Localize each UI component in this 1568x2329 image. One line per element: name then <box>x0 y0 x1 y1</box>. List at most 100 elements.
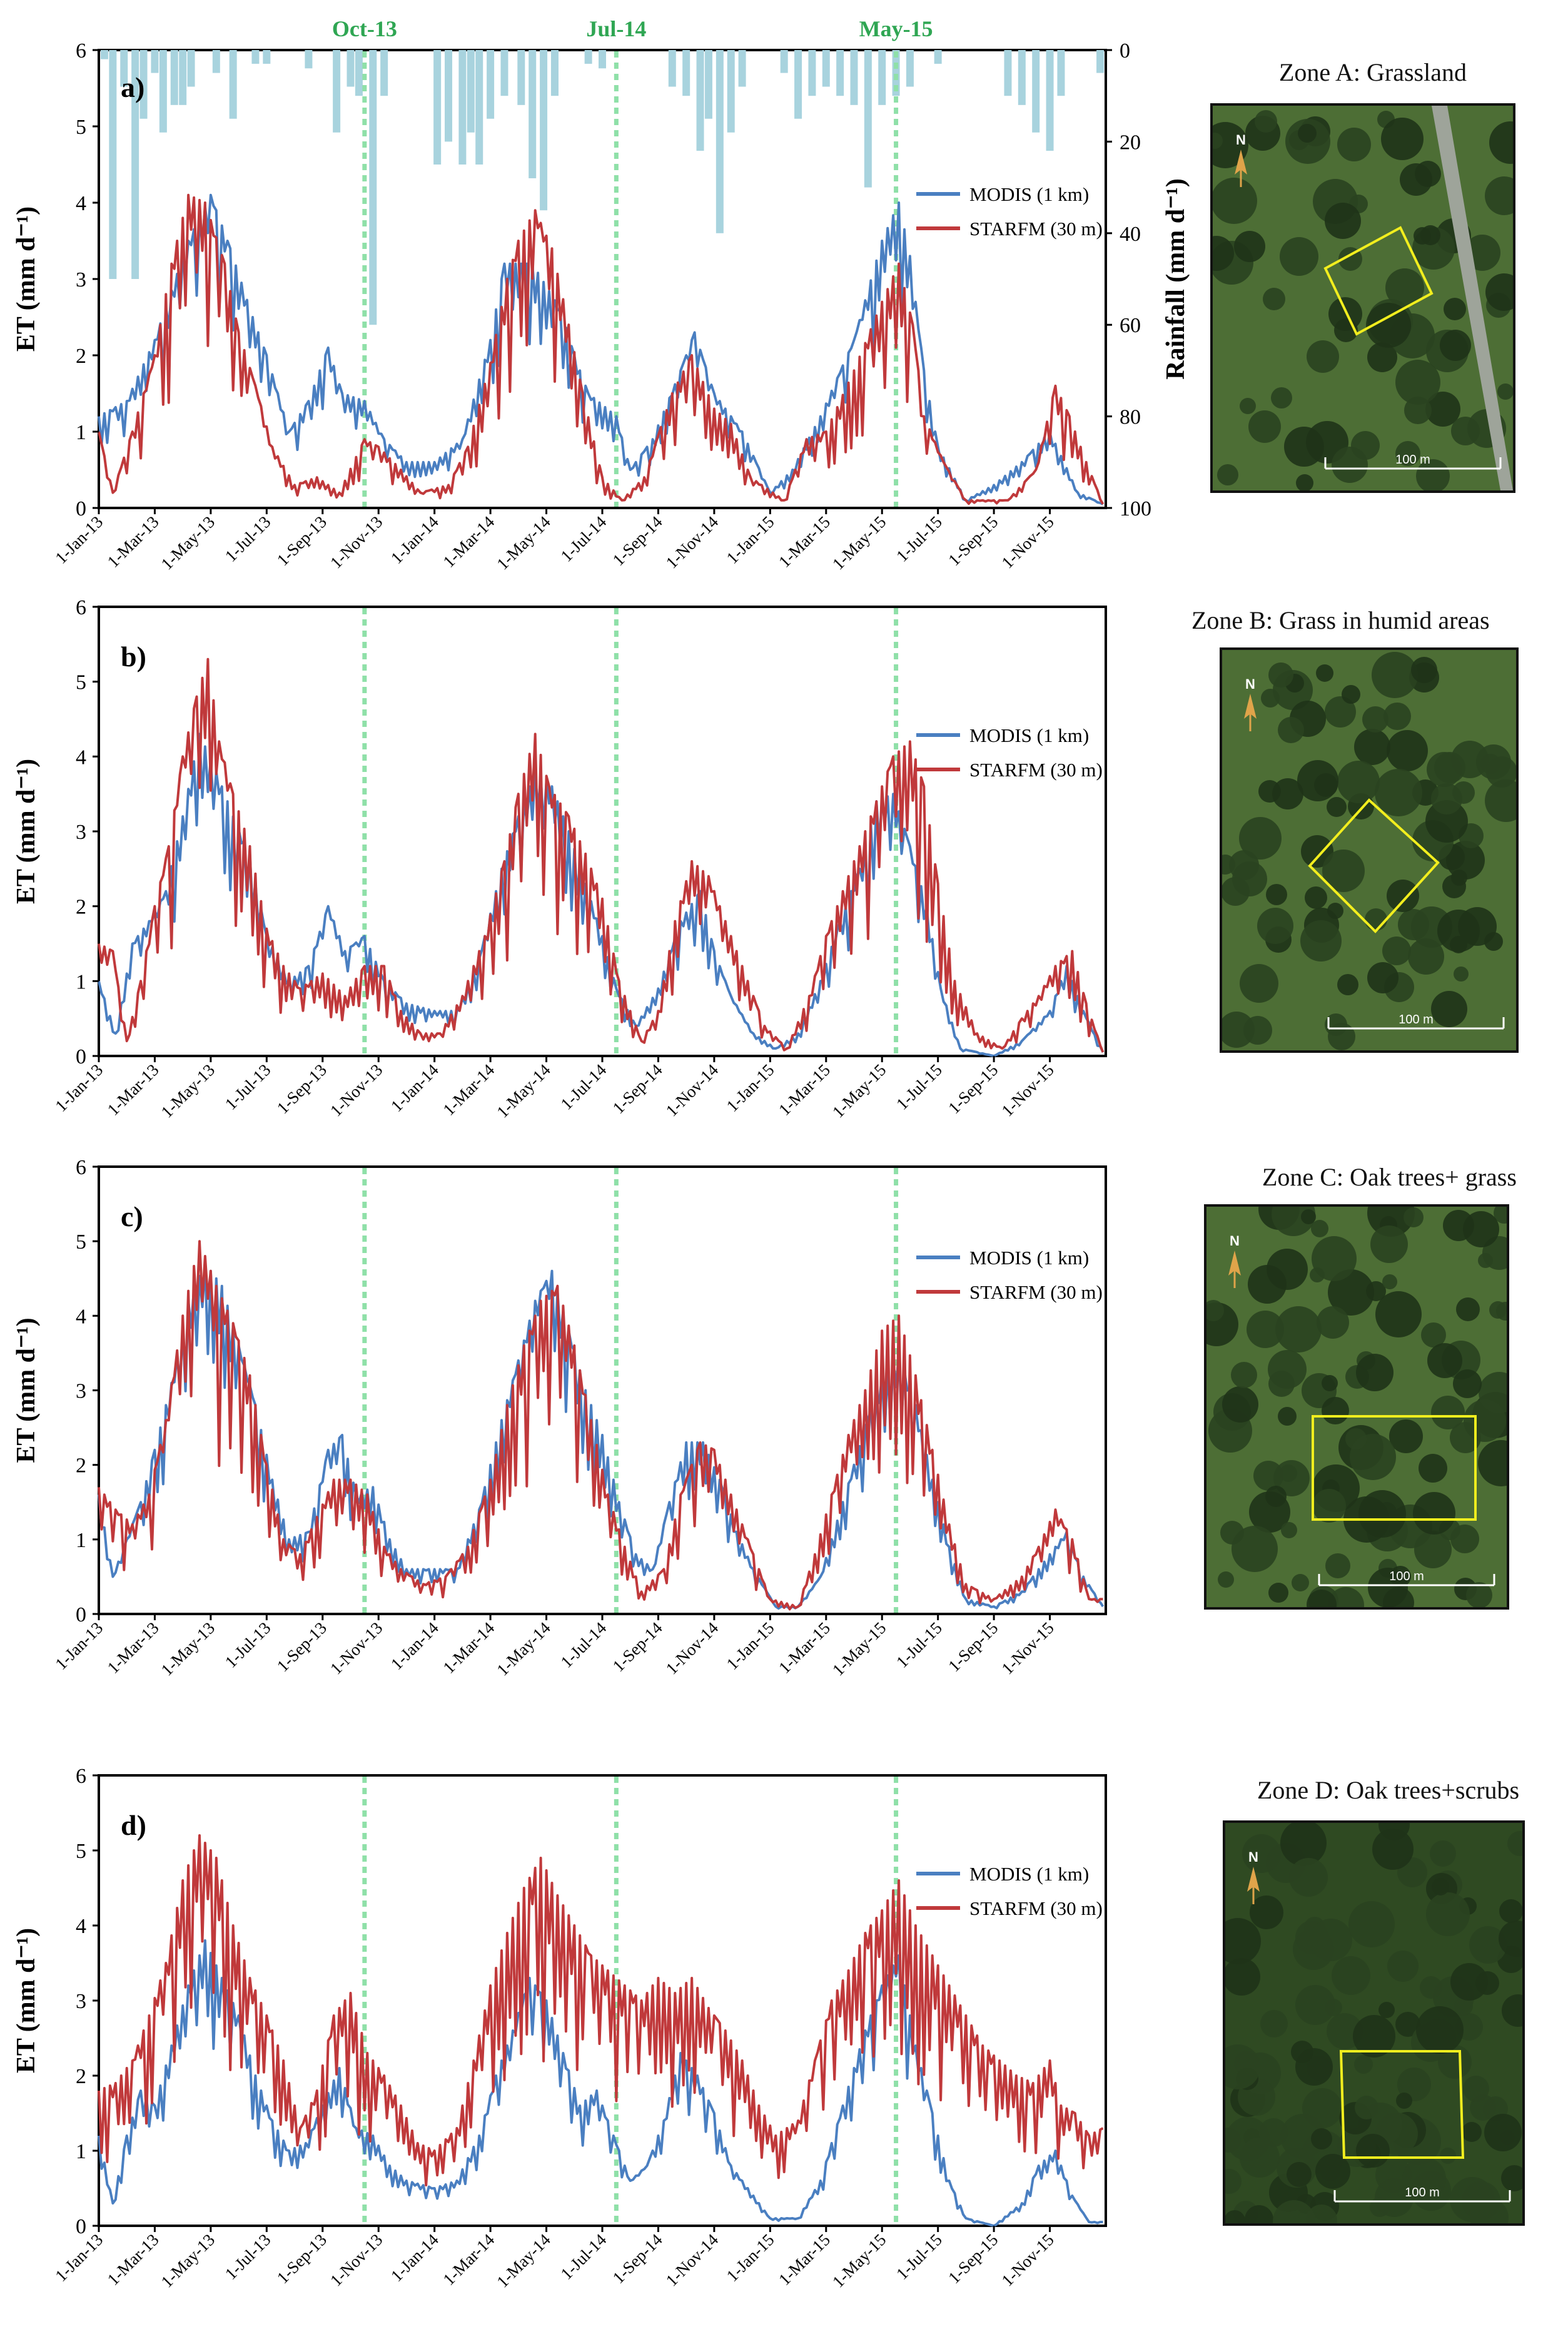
tree-canopy <box>1213 133 1223 149</box>
scale-bar: 100 m <box>1324 453 1502 470</box>
starfm-series-line <box>98 193 1105 505</box>
x-tick-label: 1-Jul-14 <box>557 1618 610 1672</box>
tree-canopy <box>1297 760 1338 801</box>
x-tick-label: 1-May-15 <box>829 2230 890 2291</box>
tree-canopy <box>1365 908 1387 931</box>
tree-canopy <box>1306 2205 1337 2223</box>
x-tick-label: 1-Nov-15 <box>998 2230 1057 2290</box>
tree-canopy <box>1362 706 1388 733</box>
north-label: N <box>1236 132 1246 148</box>
tree-canopy <box>1453 1369 1482 1398</box>
tree-canopy <box>1280 1464 1297 1482</box>
tree-canopy <box>1300 920 1342 962</box>
tree-canopy <box>1206 1300 1224 1321</box>
y-tick-label: 0 <box>76 2215 86 2238</box>
tree-canopy <box>1494 1207 1507 1224</box>
y-tick-label: 6 <box>76 1765 86 1788</box>
x-tick-label: 1-Mar-13 <box>104 512 163 571</box>
tree-canopy <box>1268 1350 1307 1389</box>
tree-canopy <box>1278 1407 1297 1426</box>
tree-canopy <box>1342 685 1360 704</box>
rainfall-bar <box>716 50 724 233</box>
x-tick-label: 1-Nov-15 <box>998 512 1057 572</box>
tree-canopy <box>1345 1428 1367 1449</box>
x-tick-label: 1-Nov-14 <box>662 512 722 572</box>
tree-canopy <box>1387 1951 1419 1982</box>
rainfall-bar <box>892 50 900 96</box>
x-tick-label: 1-Nov-13 <box>326 1060 386 1120</box>
tree-canopy <box>1239 817 1282 860</box>
tree-canopy <box>1456 1297 1480 1321</box>
y-tick-label: 3 <box>76 268 86 292</box>
rainfall-bar <box>212 50 220 73</box>
rainfall-bar <box>906 50 914 87</box>
x-tick-label: 1-Mar-14 <box>439 512 498 571</box>
tree-canopy <box>1327 797 1347 817</box>
x-tick-label: 1-Sep-14 <box>609 512 666 570</box>
tree-canopy <box>1247 1311 1284 1348</box>
scale-bar-label: 100 m <box>1399 1013 1434 1027</box>
tree-canopy <box>1312 1489 1346 1523</box>
tree-canopy <box>1367 962 1399 993</box>
y-tick-label: 6 <box>76 39 86 63</box>
y-tick-label: 2 <box>76 345 86 368</box>
rainfall-bar <box>500 50 508 96</box>
tree-canopy <box>1444 298 1466 320</box>
tree-canopy <box>1421 1322 1446 1347</box>
x-tick-label: 1-Mar-14 <box>439 1618 498 1677</box>
x-tick-label: 1-May-14 <box>493 1060 554 1122</box>
y-tick-label: 4 <box>76 192 86 215</box>
tree-canopy <box>1356 2134 1390 2168</box>
tree-canopy <box>1298 124 1317 143</box>
x-tick-label: 1-Jan-15 <box>723 2230 778 2285</box>
tree-canopy <box>1497 383 1513 400</box>
tree-canopy <box>1431 991 1467 1027</box>
tree-canopy <box>1414 1531 1452 1568</box>
tree-canopy <box>1225 1958 1260 1996</box>
y-tick-label: 4 <box>76 1915 86 1938</box>
y-tick-label: 0 <box>76 497 86 520</box>
zone-c-aerial-photo: N 100 m <box>1204 1204 1509 1610</box>
x-tick-label: 1-Sep-14 <box>609 2230 666 2288</box>
x-tick-label: 1-Mar-15 <box>775 2230 834 2289</box>
tree-canopy <box>1464 1399 1506 1442</box>
tree-canopy <box>1245 2205 1273 2223</box>
aerial-photo-graphic: N 100 m <box>1213 106 1513 490</box>
tree-canopy <box>1295 2048 1333 2086</box>
tree-canopy <box>1234 231 1265 262</box>
tree-canopy <box>1375 769 1422 816</box>
x-tick-label: 1-Sep-14 <box>609 1060 666 1118</box>
x-tick-label: 1-Jan-14 <box>387 1060 442 1115</box>
tree-canopy <box>1427 752 1462 787</box>
tree-canopy <box>1240 398 1256 414</box>
panel-label: a) <box>121 71 144 103</box>
x-tick-label: 1-Sep-13 <box>273 2230 330 2287</box>
scale-bar-label: 100 m <box>1405 2186 1440 2200</box>
tree-canopy <box>1328 297 1362 331</box>
legend-modis-label: MODIS (1 km) <box>969 1247 1089 1269</box>
tree-canopy <box>1466 1582 1492 1607</box>
x-tick-label: 1-Jan-15 <box>723 1618 778 1673</box>
x-tick-label: 1-Mar-13 <box>104 1060 163 1119</box>
tree-canopy <box>1265 1486 1287 1507</box>
tree-canopy <box>1301 835 1333 868</box>
tree-canopy <box>1280 237 1318 276</box>
rainfall-bar <box>380 50 388 96</box>
y-tick-label: 5 <box>76 1840 86 1863</box>
tree-canopy <box>1231 1362 1257 1388</box>
y-axis-label: ET (mm d⁻¹) <box>12 206 41 352</box>
rainfall-bar <box>704 50 712 119</box>
north-arrow-head <box>1228 1251 1241 1276</box>
tree-canopy <box>1413 1492 1455 1535</box>
rainfall-bar <box>475 50 483 165</box>
rainfall-bar <box>139 50 148 119</box>
legend-starfm-label: STARFM (30 m) <box>969 759 1103 781</box>
x-tick-label: 1-May-15 <box>829 1618 890 1680</box>
rainfall-bar <box>780 50 788 73</box>
tree-canopy <box>1296 474 1313 490</box>
tree-canopy <box>1311 2128 1332 2149</box>
tree-canopy <box>1348 1901 1395 1947</box>
modis-series-line <box>98 193 1104 505</box>
